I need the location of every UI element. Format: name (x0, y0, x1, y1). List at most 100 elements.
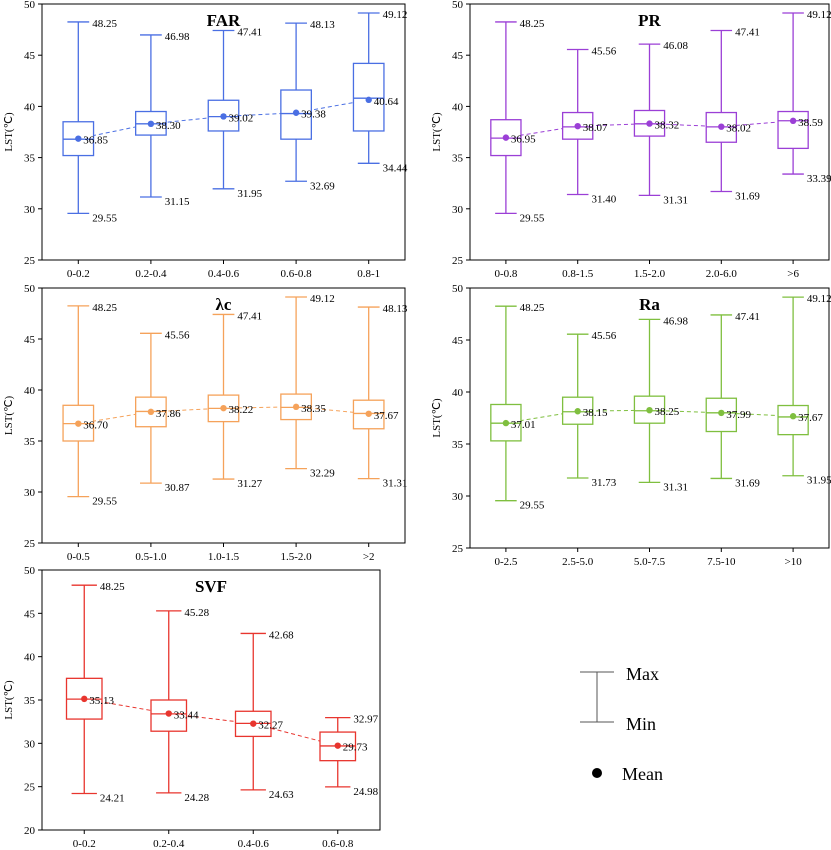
mean-point (365, 96, 372, 104)
y-tick-label: 35 (452, 439, 464, 451)
mean-point (718, 409, 725, 417)
mean-label: 33.44 (174, 710, 199, 722)
box-group: 48.25 29.55 37.01 (490, 302, 545, 512)
max-label: 48.25 (92, 18, 117, 30)
x-tick-label: 0-2.5 (494, 556, 517, 568)
mean-label: 38.07 (583, 122, 608, 134)
y-tick-label: 40 (452, 101, 464, 113)
mean-trend-line (505, 409, 794, 424)
chart-title: λc (216, 295, 232, 314)
box-group: 45.28 24.28 33.44 (150, 607, 210, 804)
y-tick-label: 40 (24, 101, 36, 113)
min-label: 31.73 (591, 477, 616, 489)
mean-point (718, 123, 725, 130)
max-label: 42.68 (269, 629, 294, 641)
min-label: 24.28 (184, 792, 209, 804)
y-tick-label: 45 (24, 50, 36, 62)
y-tick-label: 35 (452, 153, 464, 165)
y-tick-label: 20 (24, 825, 36, 837)
y-tick-label: 50 (452, 283, 464, 295)
box-group: 49.12 33.39 38.59 (777, 9, 831, 185)
y-axis-label: LST(℃) (431, 112, 443, 152)
mean-label: 39.38 (301, 109, 326, 121)
x-tick-label: 0-0.2 (73, 838, 96, 850)
box-group: 32.97 24.98 29.73 (319, 714, 379, 798)
max-label: 32.97 (353, 714, 378, 726)
x-tick-label: >2 (363, 551, 375, 563)
legend-max-label: Max (626, 664, 659, 684)
min-label: 31.27 (237, 478, 262, 490)
min-label: 32.29 (310, 468, 335, 480)
box-group: 47.41 31.69 38.02 (705, 27, 760, 202)
max-label: 49.12 (807, 293, 831, 305)
max-label: 46.98 (165, 31, 190, 43)
min-label: 31.95 (237, 188, 262, 200)
min-label: 31.31 (663, 481, 688, 493)
y-tick-label: 50 (24, 283, 36, 295)
mean-point (646, 407, 653, 414)
x-tick-label: 0.5-1.0 (135, 551, 167, 563)
box-group: 46.98 31.31 38.25 (633, 315, 689, 493)
mean-label: 29.73 (343, 742, 368, 754)
y-tick-label: 40 (24, 385, 36, 397)
min-label: 31.69 (735, 190, 760, 202)
min-label: 31.15 (165, 196, 190, 208)
box-group: 48.13 32.69 39.38 (280, 19, 335, 192)
mean-point (147, 408, 155, 416)
max-label: 45.56 (591, 45, 616, 57)
box-group: 49.12 32.29 38.35 (280, 293, 335, 480)
mean-label: 40.64 (374, 96, 399, 108)
mean-label: 38.59 (798, 117, 823, 129)
x-tick-label: 1.5-2.0 (634, 268, 666, 280)
x-tick-label: 0.6-0.8 (281, 268, 313, 280)
mean-point (646, 120, 653, 127)
chart-title: FAR (207, 11, 241, 30)
x-tick-label: 0.2-0.4 (135, 268, 167, 280)
box-group: 46.98 31.15 38.30 (135, 31, 190, 208)
mean-label: 37.67 (374, 410, 399, 422)
mean-label: 37.67 (798, 412, 823, 424)
panel-svf: 20 25 30 35 40 45 50 LST(℃) SVF 0-0.2 0.2-0.4 0.4-0… (3, 565, 381, 850)
panel--c: 25 30 35 40 45 50 LST(℃) λc 0-0.5 0.5-1.0 1.0-1.5 1… (3, 283, 408, 563)
mean-label: 38.02 (726, 123, 751, 135)
min-label: 31.40 (591, 193, 616, 205)
mean-trend-line (505, 120, 794, 139)
x-tick-label: 1.0-1.5 (208, 551, 240, 563)
box-group: 45.56 31.40 38.07 (561, 45, 617, 205)
min-label: 34.44 (383, 162, 408, 174)
box-group: 48.25 29.55 36.95 (490, 18, 545, 224)
y-tick-label: 25 (452, 255, 464, 267)
panel-far: 25 30 35 40 45 50 LST(℃) FAR 0-0.2 0.2-0.4 0.4-0.6… (3, 0, 408, 280)
max-label: 47.41 (735, 311, 760, 323)
x-tick-label: 7.5-10 (707, 556, 736, 568)
mean-point (165, 710, 172, 717)
legend-min-label: Min (626, 714, 656, 734)
mean-label: 37.99 (726, 409, 751, 421)
mean-trend-line (84, 698, 338, 747)
y-axis-label: LST(℃) (431, 398, 443, 438)
y-tick-label: 35 (24, 436, 36, 448)
max-label: 47.41 (237, 27, 262, 39)
y-tick-label: 30 (24, 738, 36, 750)
box-group: 46.08 31.31 38.32 (633, 40, 689, 206)
mean-point (502, 419, 510, 427)
mean-point (789, 413, 797, 420)
mean-label: 37.86 (156, 408, 181, 420)
max-label: 48.13 (383, 303, 408, 315)
y-tick-label: 50 (24, 565, 36, 577)
mean-label: 38.22 (229, 404, 254, 416)
x-tick-label: 0-0.2 (67, 268, 90, 280)
mean-point (574, 408, 581, 415)
max-label: 48.13 (310, 19, 335, 31)
panel-ra: 25 30 35 40 45 50 LST(℃) Ra 0-2.5 2.5-5.0 5.0-7.5 7… (431, 283, 831, 568)
chart-title: PR (638, 11, 661, 30)
y-tick-label: 45 (452, 50, 464, 62)
mean-label: 36.70 (83, 420, 108, 432)
mean-label: 38.30 (156, 120, 181, 132)
chart-title: SVF (195, 577, 227, 596)
min-label: 32.69 (310, 180, 335, 192)
y-tick-label: 30 (452, 204, 464, 216)
max-label: 49.12 (807, 9, 831, 21)
mean-point (220, 113, 227, 120)
